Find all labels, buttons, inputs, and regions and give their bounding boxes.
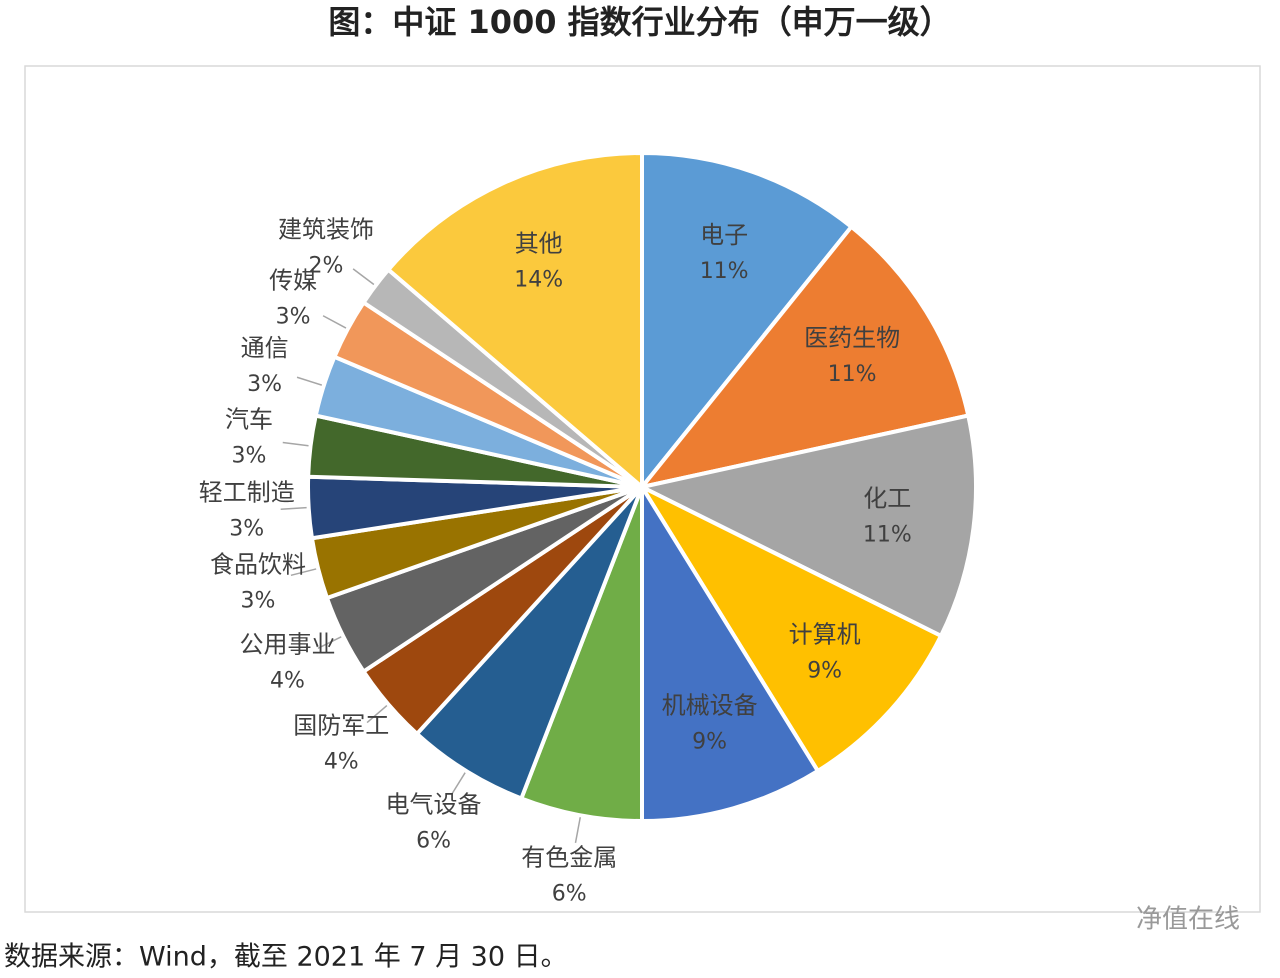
slice-label: 电气设备: [386, 791, 482, 819]
slice-label: 传媒: [269, 267, 317, 295]
slice-label: 有色金属: [521, 843, 617, 871]
leader-line: [290, 568, 317, 577]
chart-frame: [24, 65, 1261, 913]
slice-label: 化工: [863, 484, 911, 512]
pie-slice: [640, 150, 855, 493]
slice-label: 国防军工: [293, 712, 389, 740]
slice-value-label: 3%: [229, 516, 264, 541]
slice-value-label: 4%: [324, 750, 359, 775]
slice-value-label: 2%: [309, 253, 344, 278]
leader-line: [352, 268, 375, 286]
slice-label: 电子: [700, 221, 748, 249]
slice-value-label: 3%: [276, 305, 311, 330]
slice-label: 食品饮料: [210, 551, 306, 579]
slice-value-label: 11%: [828, 362, 877, 387]
slice-value-label: 11%: [863, 522, 912, 547]
leader-line: [280, 506, 307, 511]
pie-slice: [385, 150, 644, 492]
chart-title: 图：中证 1000 指数行业分布（申万一级）: [328, 3, 951, 41]
pie-slice: [414, 485, 644, 802]
slice-value-label: 11%: [700, 259, 749, 284]
watermark: 净值在线: [1136, 905, 1240, 935]
leader-line: [322, 315, 347, 329]
slice-value-label: 3%: [247, 372, 282, 397]
slice-value-label: 9%: [807, 659, 842, 684]
slice-label: 建筑装饰: [278, 215, 374, 243]
slice-value-label: 9%: [692, 730, 727, 755]
slice-label: 计算机: [789, 621, 861, 649]
pie-slice: [640, 479, 821, 824]
slice-value-label: 14%: [514, 267, 563, 292]
slice-label: 汽车: [225, 405, 273, 433]
pie-slice: [636, 223, 971, 491]
pie-slice: [636, 482, 944, 774]
slice-label: 通信: [241, 334, 289, 362]
slice-label: 轻工制造: [199, 478, 295, 506]
leader-line: [574, 817, 581, 843]
slice-value-label: 6%: [552, 881, 587, 906]
slice-label: 公用事业: [240, 631, 336, 659]
leader-line: [317, 636, 342, 650]
leader-line: [450, 772, 466, 796]
leader-line: [366, 705, 388, 724]
slice-value-label: 3%: [232, 443, 267, 468]
leader-line: [282, 441, 309, 447]
leader-line: [296, 376, 323, 386]
slice-value-label: 6%: [416, 829, 451, 854]
source-note: 数据来源：Wind，截至 2021 年 7 月 30 日。: [4, 942, 568, 973]
slice-value-label: 4%: [270, 669, 305, 694]
pie-slice: [636, 413, 978, 639]
slice-label: 医药生物: [804, 324, 900, 352]
slice-label: 其他: [515, 229, 563, 257]
slice-label: 机械设备: [662, 692, 758, 720]
slice-value-label: 3%: [241, 589, 276, 614]
pie-slice: [518, 486, 644, 824]
